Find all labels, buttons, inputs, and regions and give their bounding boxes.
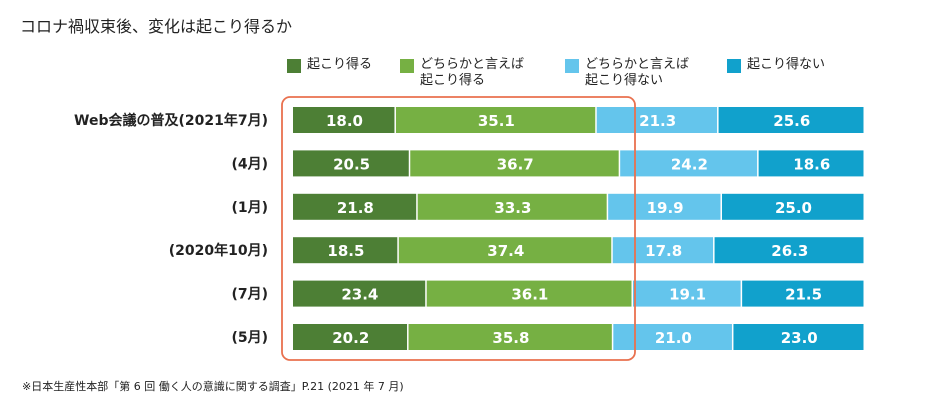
data-label: 33.3 — [494, 199, 531, 217]
bar-segment — [293, 107, 395, 133]
legend-swatch-3 — [565, 59, 579, 73]
bar-segment — [293, 324, 408, 350]
bar-segment — [733, 324, 864, 350]
data-label: 36.1 — [511, 286, 548, 304]
bar-segment — [417, 193, 607, 220]
legend-label-3-line2: 起こり得ない — [585, 73, 664, 88]
legend-label-4: 起こり得ない — [747, 57, 825, 73]
category-label: (1月) — [231, 200, 268, 216]
data-label: 18.6 — [793, 155, 830, 173]
data-label: 23.0 — [781, 329, 818, 347]
bar-segment — [722, 193, 864, 220]
bar-segment — [293, 237, 398, 264]
data-label: 37.4 — [487, 242, 524, 260]
bar-segment — [398, 237, 612, 264]
data-label: 17.8 — [645, 242, 682, 260]
bar-segment — [742, 280, 864, 307]
bar-segment — [293, 150, 409, 177]
data-label: 20.5 — [333, 155, 370, 173]
legend-label-1: 起こり得る — [307, 57, 372, 73]
data-label: 25.0 — [775, 199, 812, 217]
legend-label-4-line1: 起こり得ない — [747, 57, 826, 72]
data-label: 24.2 — [671, 155, 708, 173]
bar-segment — [608, 193, 721, 220]
category-label: (7月) — [231, 287, 268, 303]
bar-segment — [408, 324, 612, 350]
data-label: 36.7 — [497, 155, 534, 173]
bar-segment — [620, 150, 758, 177]
data-label: 25.6 — [773, 112, 810, 130]
legend-label-3: どちらかと言えば 起こり得ない — [585, 57, 689, 89]
data-label: 35.8 — [492, 329, 529, 347]
category-label: (5月) — [231, 330, 268, 346]
data-label: 23.4 — [341, 286, 378, 304]
legend-swatch-1 — [287, 59, 301, 73]
data-label: 19.9 — [647, 199, 684, 217]
legend-label-2: どちらかと言えば 起こり得る — [420, 57, 524, 89]
bar-segment — [293, 193, 417, 220]
bar-segment — [596, 107, 718, 133]
data-label: 21.8 — [337, 199, 374, 217]
bar-segment — [633, 280, 741, 307]
data-label: 18.0 — [326, 112, 363, 130]
data-label: 26.3 — [771, 242, 808, 260]
data-label: 20.2 — [332, 329, 369, 347]
bar-segment — [718, 107, 864, 133]
legend-label-2-line1: どちらかと言えば — [420, 57, 525, 72]
legend-label-1-line1: 起こり得る — [307, 57, 373, 72]
chart-title: コロナ禍収束後、変化は起こり得るか — [20, 17, 293, 36]
legend-label-3-line1: どちらかと言えば — [585, 57, 690, 72]
data-label: 18.5 — [327, 242, 364, 260]
category-label: (4月) — [231, 156, 268, 172]
bar-segment — [714, 237, 864, 264]
footnote: ※日本生産性本部「第 6 回 働く人の意識に関する調査」P.21 (2021 年… — [22, 380, 404, 393]
bar-segment — [293, 280, 426, 307]
bar-segment — [612, 237, 714, 264]
bar-segment — [426, 280, 632, 307]
category-label: Web会議の普及(2021年7月) — [74, 112, 268, 129]
bar-segment — [410, 150, 619, 177]
data-label: 35.1 — [478, 112, 515, 130]
data-label: 21.3 — [639, 112, 676, 130]
legend-swatch-4 — [727, 59, 741, 73]
bar-segment — [613, 324, 732, 350]
bar-segment — [758, 150, 864, 177]
data-label: 21.0 — [655, 329, 692, 347]
data-label: 21.5 — [785, 286, 822, 304]
highlight-box — [281, 96, 636, 361]
legend-label-2-line2: 起こり得る — [420, 73, 486, 88]
data-label: 19.1 — [669, 286, 706, 304]
bar-segment — [395, 107, 596, 133]
legend-swatch-2 — [400, 59, 414, 73]
category-label: (2020年10月) — [169, 242, 268, 259]
